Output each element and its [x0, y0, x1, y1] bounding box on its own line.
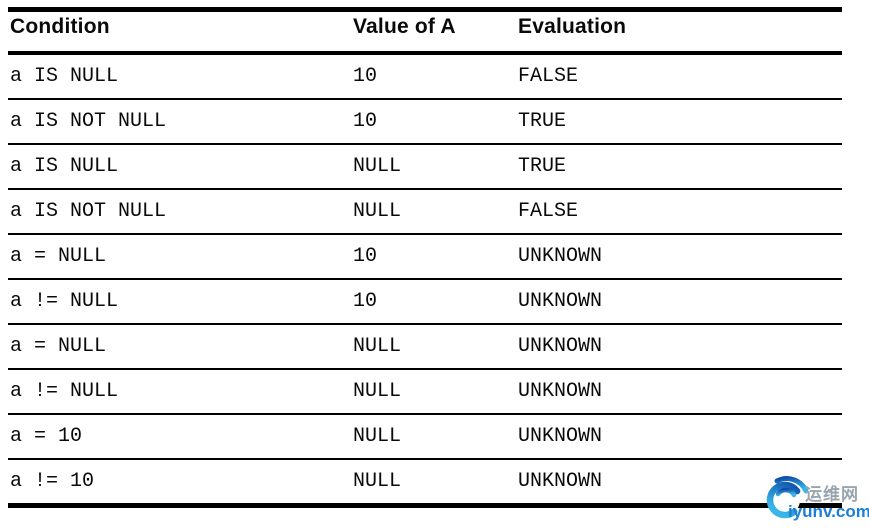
- cell-value-of-a: 10: [353, 290, 378, 313]
- table-row: a IS NOT NULL NULL FALSE: [8, 190, 842, 235]
- cell-value-of-a: NULL: [353, 200, 402, 223]
- cell-condition: a = 10: [10, 425, 83, 448]
- cell-evaluation: UNKNOWN: [518, 470, 603, 493]
- cell-evaluation: UNKNOWN: [518, 245, 603, 268]
- cell-condition: a != NULL: [10, 380, 119, 403]
- cell-value-of-a: NULL: [353, 335, 402, 358]
- null-evaluation-table: Condition Value of A Evaluation a IS NUL…: [8, 7, 842, 508]
- cell-condition: a IS NULL: [10, 155, 119, 178]
- column-header-condition: Condition: [10, 15, 110, 38]
- table-row: a = NULL 10 UNKNOWN: [8, 235, 842, 280]
- cell-evaluation: FALSE: [518, 65, 579, 88]
- iyunv-watermark: 运维网 iyunv.com: [758, 466, 869, 530]
- cell-evaluation: TRUE: [518, 155, 567, 178]
- swirl-logo-icon: [766, 476, 809, 519]
- table-row: a != NULL NULL UNKNOWN: [8, 370, 842, 415]
- column-header-value-of-a: Value of A: [353, 15, 456, 38]
- watermark-site-name: 运维网: [805, 485, 859, 504]
- table-header-row: Condition Value of A Evaluation: [8, 12, 842, 55]
- cell-value-of-a: NULL: [353, 155, 402, 178]
- cell-condition: a != 10: [10, 470, 95, 493]
- cell-condition: a IS NOT NULL: [10, 110, 167, 133]
- cell-evaluation: UNKNOWN: [518, 380, 603, 403]
- table-row: a != NULL 10 UNKNOWN: [8, 280, 842, 325]
- cell-condition: a = NULL: [10, 245, 107, 268]
- cell-evaluation: UNKNOWN: [518, 335, 603, 358]
- cell-condition: a IS NOT NULL: [10, 200, 167, 223]
- table-row: a = 10 NULL UNKNOWN: [8, 415, 842, 460]
- table-row: a IS NULL 10 FALSE: [8, 55, 842, 100]
- cell-evaluation: TRUE: [518, 110, 567, 133]
- table-row: a != 10 NULL UNKNOWN: [8, 460, 842, 508]
- cell-value-of-a: NULL: [353, 425, 402, 448]
- cell-evaluation: UNKNOWN: [518, 425, 603, 448]
- column-header-evaluation: Evaluation: [518, 15, 627, 38]
- table-row: a IS NULL NULL TRUE: [8, 145, 842, 190]
- cell-value-of-a: 10: [353, 65, 378, 88]
- cell-condition: a IS NULL: [10, 65, 119, 88]
- cell-condition: a != NULL: [10, 290, 119, 313]
- watermark-site-url: iyunv.com: [788, 502, 869, 521]
- cell-evaluation: UNKNOWN: [518, 290, 603, 313]
- table-row: a = NULL NULL UNKNOWN: [8, 325, 842, 370]
- cell-value-of-a: NULL: [353, 380, 402, 403]
- table-row: a IS NOT NULL 10 TRUE: [8, 100, 842, 145]
- cell-value-of-a: 10: [353, 110, 378, 133]
- cell-evaluation: FALSE: [518, 200, 579, 223]
- cell-condition: a = NULL: [10, 335, 107, 358]
- cell-value-of-a: 10: [353, 245, 378, 268]
- cell-value-of-a: NULL: [353, 470, 402, 493]
